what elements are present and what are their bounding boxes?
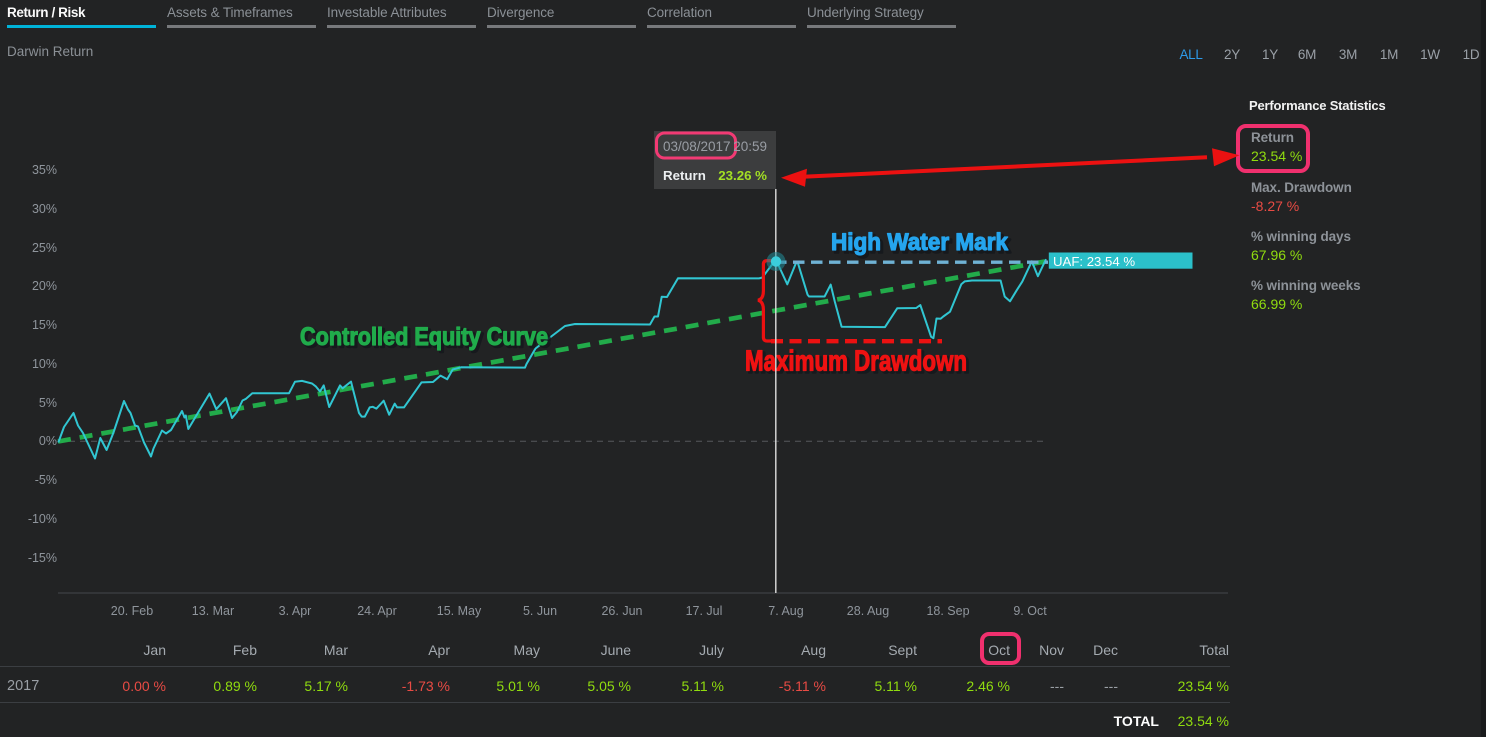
svg-text:Controlled Equity Curve: Controlled Equity Curve — [303, 325, 551, 353]
svg-text:High Water Mark: High Water Mark — [834, 231, 1011, 258]
svg-text:Maximum Drawdown: Maximum Drawdown — [745, 346, 967, 378]
svg-text:Return: Return — [663, 168, 706, 183]
svg-text:23.26 %: 23.26 % — [718, 168, 767, 183]
svg-text:High Water Mark: High Water Mark — [831, 229, 1008, 256]
svg-text:03/08/2017: 03/08/2017 — [663, 139, 731, 154]
svg-text:Controlled Equity Curve: Controlled Equity Curve — [300, 323, 548, 351]
svg-text:20:59: 20:59 — [733, 139, 767, 154]
svg-text:Maximum Drawdown: Maximum Drawdown — [748, 348, 970, 380]
svg-text:UAF: 23.54 %: UAF: 23.54 % — [1053, 254, 1135, 269]
